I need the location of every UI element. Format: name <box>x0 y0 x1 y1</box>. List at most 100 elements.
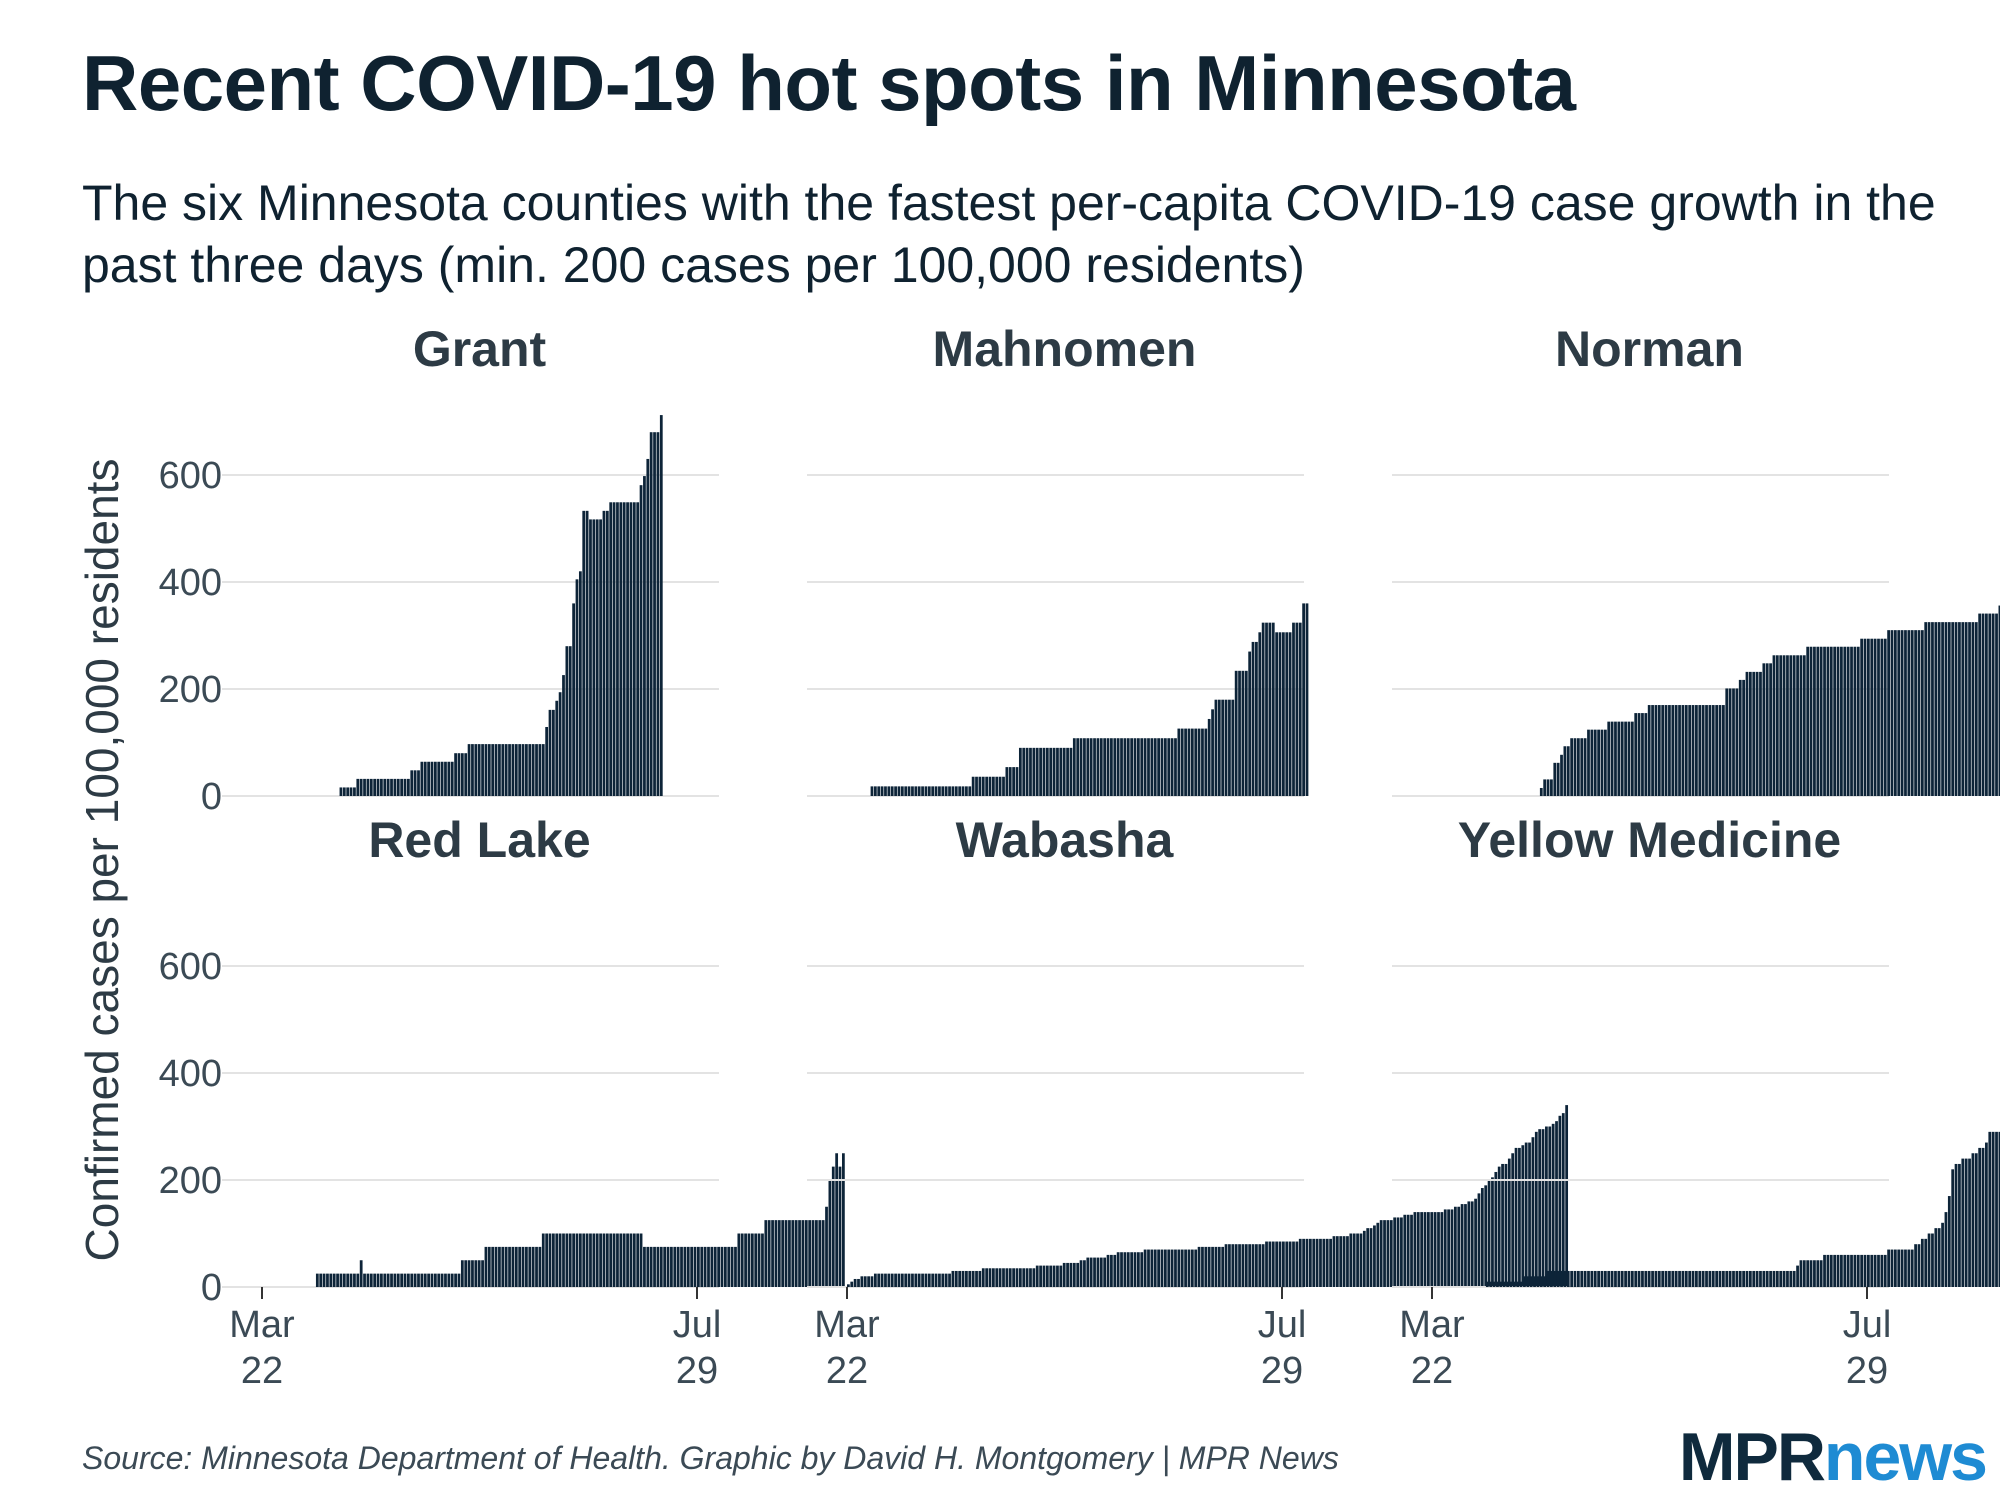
bar <box>1684 1270 1688 1287</box>
bar <box>1504 1163 1508 1287</box>
bar <box>1553 1270 1557 1287</box>
bar <box>1958 1163 1961 1287</box>
bar <box>592 519 596 796</box>
bar <box>1546 779 1550 796</box>
y-axis-label: Confirmed cases per 100,000 residents <box>76 459 128 1262</box>
bar <box>1765 663 1769 796</box>
bar <box>1140 1252 1144 1287</box>
bar <box>1512 1281 1516 1287</box>
bar <box>1860 638 1864 796</box>
bar <box>761 1233 764 1287</box>
bar <box>528 744 532 797</box>
bar <box>1762 663 1766 796</box>
bar <box>592 1233 596 1287</box>
bar <box>1045 747 1049 796</box>
bar <box>1268 622 1272 796</box>
bar <box>1883 638 1887 796</box>
bar <box>487 744 491 797</box>
bar <box>366 778 370 796</box>
bar <box>1140 738 1144 796</box>
bar <box>511 744 515 797</box>
bar <box>1563 1270 1567 1287</box>
bar <box>900 786 904 796</box>
bar <box>1403 1214 1407 1288</box>
bar <box>1748 671 1752 796</box>
bar <box>366 1273 370 1288</box>
bar <box>1698 1270 1702 1287</box>
bar <box>1302 603 1305 796</box>
bar <box>349 1273 353 1288</box>
bar <box>1563 746 1567 797</box>
bar <box>1160 738 1164 796</box>
bar <box>1379 1220 1383 1288</box>
bar <box>1722 1270 1725 1287</box>
bar <box>1217 1246 1221 1288</box>
bar <box>1261 622 1265 796</box>
bar <box>477 744 481 797</box>
bar <box>904 786 908 796</box>
bar <box>585 1233 589 1287</box>
bar <box>531 1246 535 1288</box>
bar <box>863 1276 867 1287</box>
bar <box>1042 747 1046 796</box>
bar <box>1597 1270 1600 1287</box>
bar <box>1769 1270 1772 1287</box>
bar <box>383 778 387 796</box>
bar <box>450 761 454 796</box>
bar <box>1190 728 1194 796</box>
bar <box>1224 699 1228 796</box>
bar <box>968 786 972 796</box>
bar <box>599 1233 602 1287</box>
bar <box>764 1220 768 1288</box>
bar <box>707 1246 710 1288</box>
bar <box>1201 1246 1204 1288</box>
bar <box>1900 630 1904 796</box>
bar <box>958 786 962 796</box>
bar <box>1991 1131 1995 1287</box>
bar <box>1725 688 1729 797</box>
bar <box>595 1233 599 1287</box>
bar <box>1018 1268 1022 1288</box>
bar <box>1231 1244 1235 1287</box>
bar <box>1823 1254 1826 1287</box>
bar <box>1558 1115 1562 1287</box>
bar <box>1583 1270 1587 1287</box>
bar <box>1180 1249 1184 1287</box>
bar <box>1560 1270 1563 1287</box>
bar <box>589 1233 592 1287</box>
bar <box>1211 709 1214 796</box>
chart-subtitle: The six Minnesota counties with the fast… <box>82 175 1936 293</box>
bar <box>747 1233 751 1287</box>
bar <box>1400 1217 1403 1287</box>
bar <box>907 1273 911 1288</box>
bar <box>1786 1270 1789 1287</box>
bar <box>1792 655 1796 796</box>
bar <box>1610 721 1614 796</box>
bar <box>1560 754 1563 796</box>
bar <box>884 1273 887 1288</box>
bar <box>831 1166 835 1288</box>
bar <box>602 510 606 796</box>
bar <box>376 1273 380 1288</box>
bar <box>1022 747 1026 796</box>
bar <box>1029 1268 1032 1288</box>
bar <box>1096 1257 1100 1288</box>
bar <box>900 1273 904 1288</box>
bar <box>1644 1270 1648 1287</box>
bar <box>518 1246 522 1288</box>
bar <box>1056 1265 1059 1287</box>
bar <box>1931 622 1934 797</box>
bar <box>1893 630 1897 796</box>
bar <box>818 1220 822 1288</box>
bar <box>1228 699 1231 796</box>
x-tick-label: 22 <box>241 1350 283 1392</box>
bar <box>1782 655 1786 796</box>
panel-mahnomen: Mahnomen <box>807 321 1309 797</box>
bar <box>784 1220 788 1288</box>
bar <box>1170 1249 1174 1287</box>
bar <box>1661 705 1665 796</box>
bar <box>1241 670 1245 796</box>
bar <box>1561 1113 1565 1288</box>
bar <box>538 744 542 797</box>
bar <box>815 1220 818 1288</box>
